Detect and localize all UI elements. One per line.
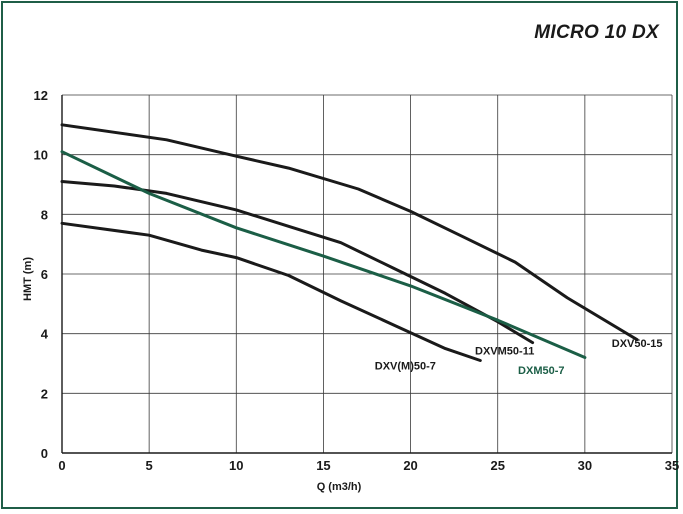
- series-lines: [60, 123, 639, 362]
- series-line-dxv50-15: [60, 123, 639, 342]
- y-tick-label: 2: [41, 386, 48, 401]
- y-tick-label: 4: [41, 327, 49, 342]
- x-tick-label: 35: [665, 458, 679, 473]
- curve-labels: DXV50-15 DXVM50-11 DXV(M)50-7 DXM50-7: [375, 338, 663, 377]
- y-tick-label: 12: [34, 88, 48, 103]
- curve-label: DXVM50-11: [475, 346, 534, 358]
- y-tick-label: 0: [41, 446, 48, 461]
- series-line-dxm50-7: [60, 150, 587, 359]
- series-line-dxvm50-11: [60, 180, 535, 345]
- chart-frame: [1, 1, 678, 509]
- curve-label: DXM50-7: [518, 365, 564, 377]
- x-axis-label: Q (m3/h): [317, 481, 362, 493]
- x-tick-label: 15: [316, 458, 330, 473]
- curve-label: DXV(M)50-7: [375, 360, 436, 372]
- series-line-dxv-m-50-7: [60, 221, 482, 362]
- x-tick-label: 30: [578, 458, 592, 473]
- y-tick-label: 10: [34, 148, 48, 163]
- x-tick-label: 10: [229, 458, 243, 473]
- y-tick-label: 6: [41, 267, 48, 282]
- y-tick-label: 8: [41, 207, 48, 222]
- tick-labels: 0 5 10 15 20 25 30 35 0 2 4 6 8 10 12: [34, 88, 680, 473]
- chart-title: MICRO 10 DX: [534, 22, 659, 43]
- x-tick-label: 25: [490, 458, 504, 473]
- x-tick-label: 5: [146, 458, 153, 473]
- x-tick-label: 20: [403, 458, 417, 473]
- curve-label: DXV50-15: [612, 338, 663, 350]
- y-axis-label: HMT (m): [22, 257, 34, 301]
- x-tick-label: 0: [58, 458, 65, 473]
- grid: [61, 94, 673, 454]
